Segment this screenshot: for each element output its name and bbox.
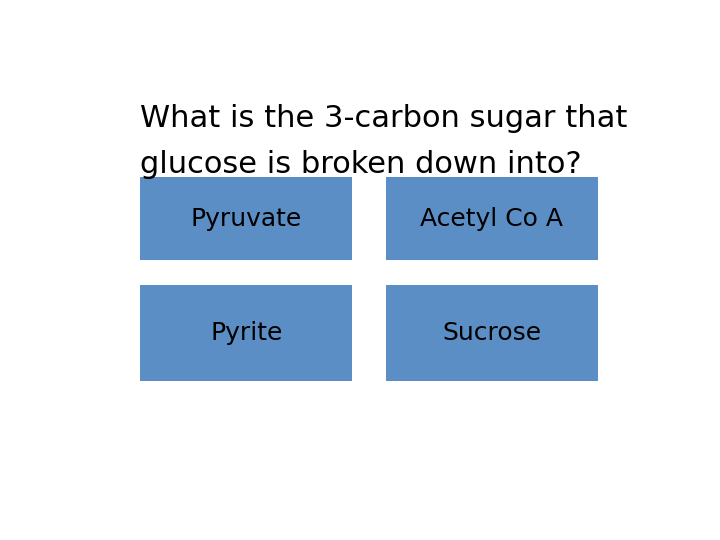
Text: Pyrite: Pyrite [210,321,282,345]
Text: glucose is broken down into?: glucose is broken down into? [140,150,582,179]
Bar [386,177,598,260]
Bar [140,285,352,381]
Text: What is the 3-carbon sugar that: What is the 3-carbon sugar that [140,104,628,133]
Text: Sucrose: Sucrose [442,321,541,345]
Bar [386,285,598,381]
Bar [140,177,352,260]
Text: Acetyl Co A: Acetyl Co A [420,207,563,231]
Text: Pyruvate: Pyruvate [191,207,302,231]
